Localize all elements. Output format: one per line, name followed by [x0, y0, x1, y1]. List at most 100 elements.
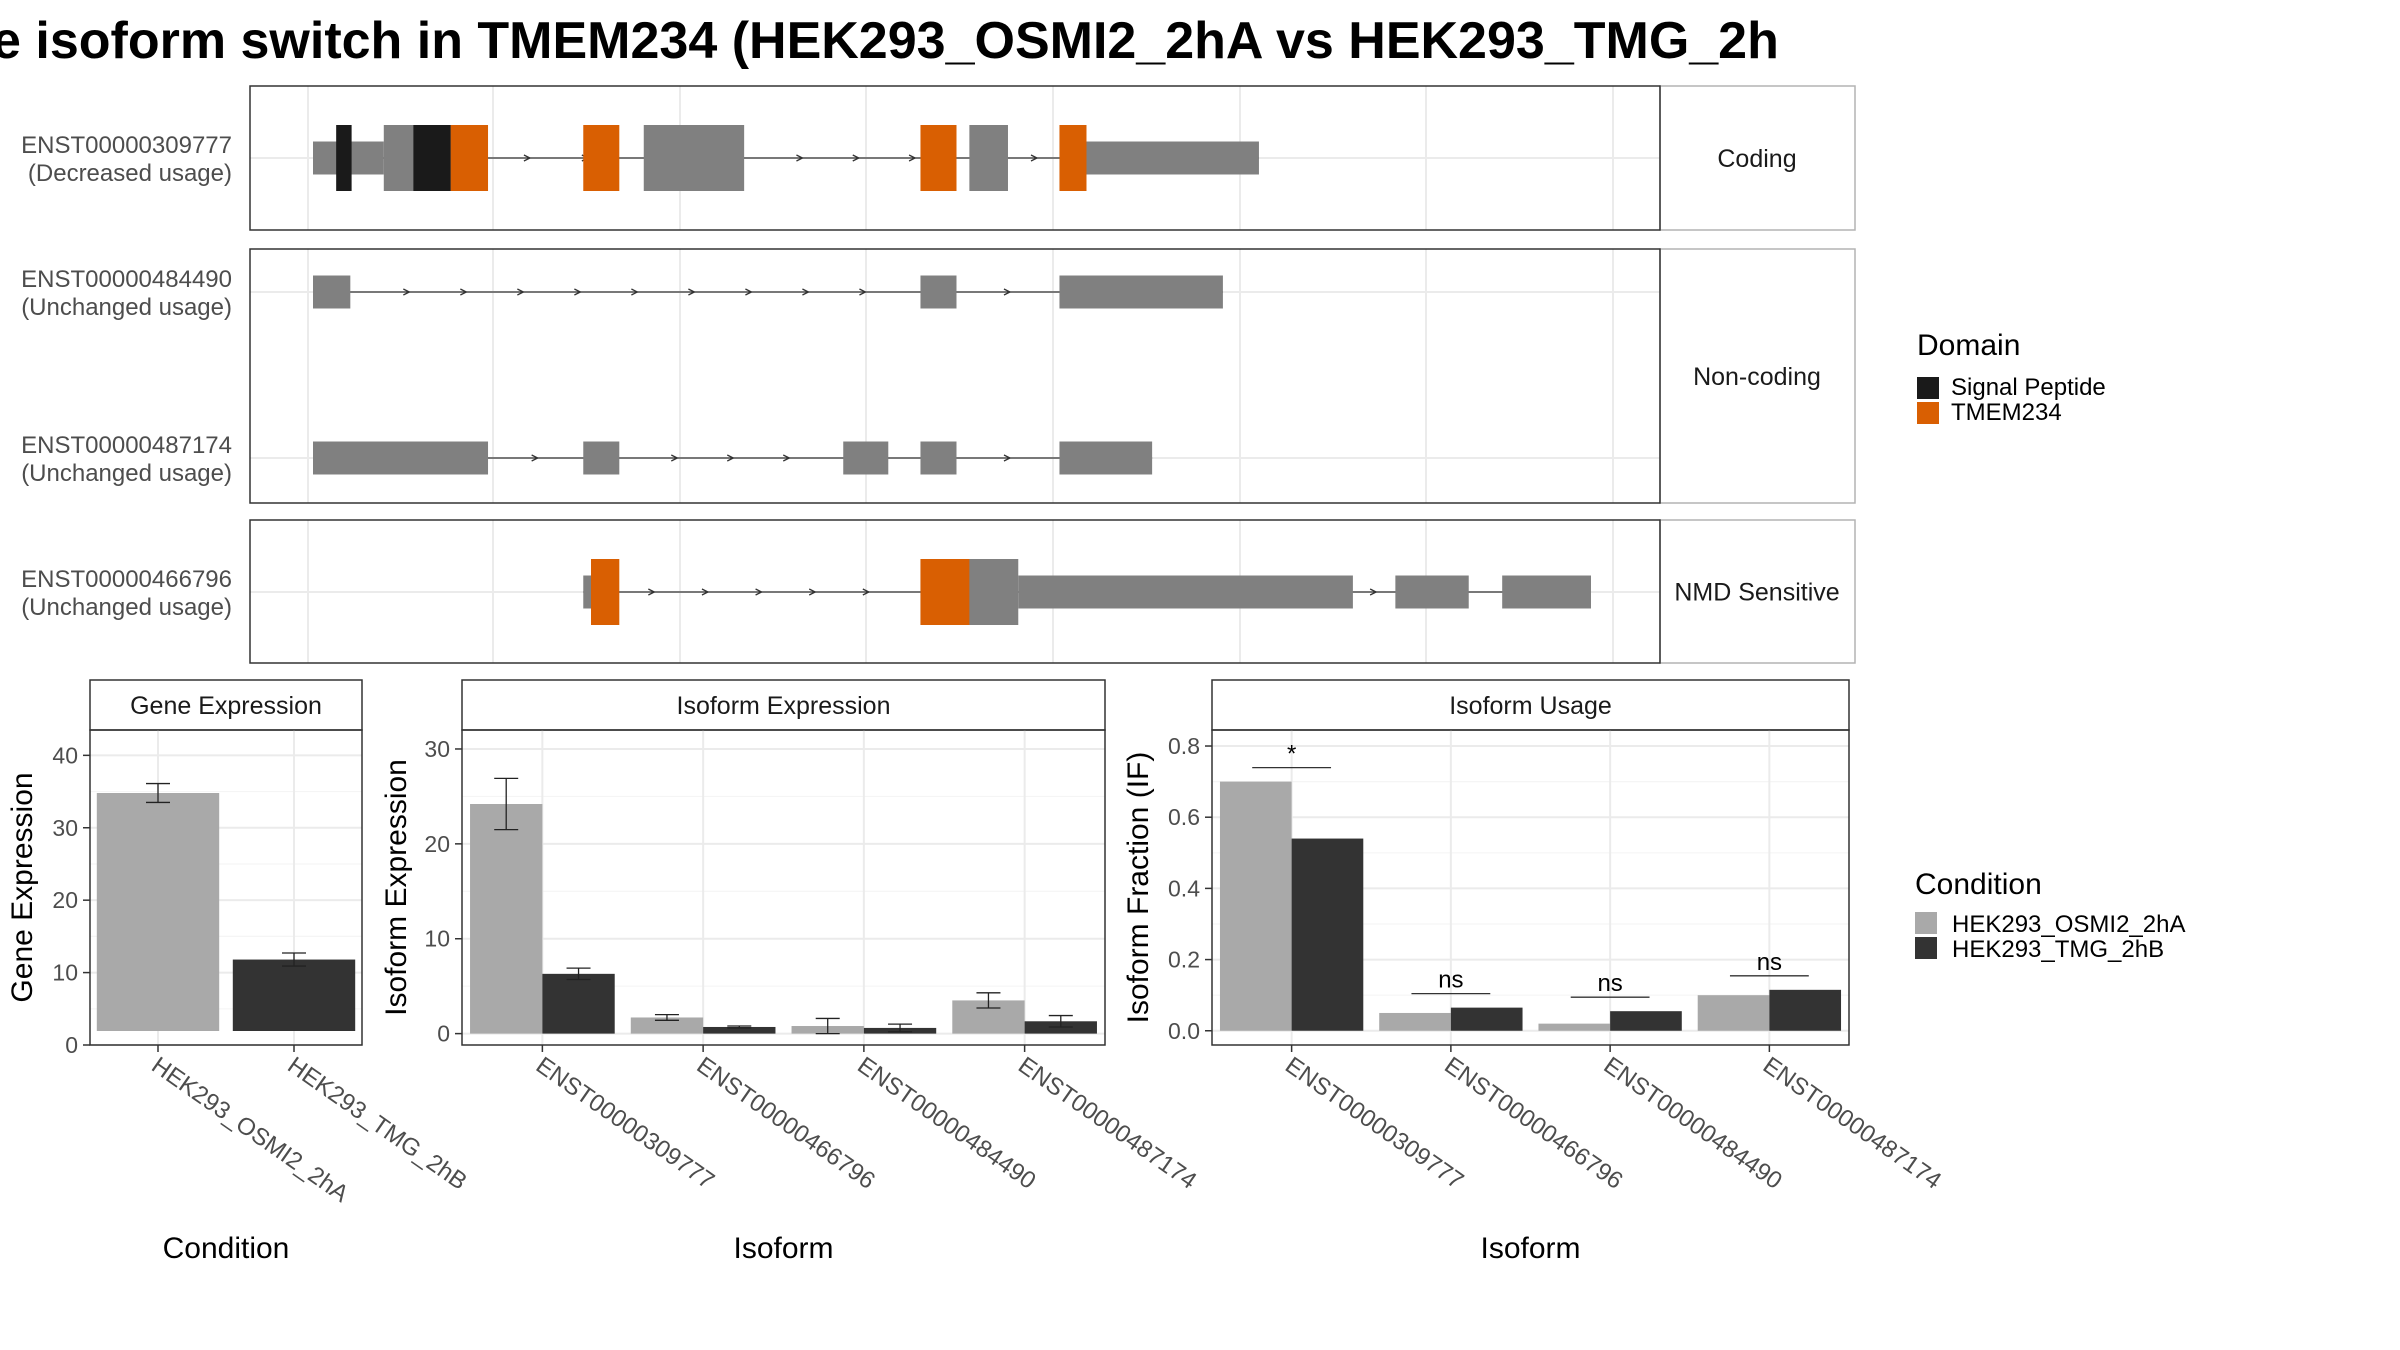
plot-border	[461, 729, 1106, 1046]
y-tick-label: 0.4	[1168, 875, 1200, 901]
panel-strip	[1659, 85, 1856, 231]
tmem234-domain	[450, 125, 489, 191]
domain-legend-title: Domain	[1917, 329, 2020, 362]
bar	[1450, 1007, 1523, 1031]
intron-arrow	[862, 588, 871, 596]
figure-title: e isoform switch in TMEM234 (HEK293_OSMI…	[0, 12, 1779, 70]
panel-strip-label: Non-coding	[1693, 363, 1821, 391]
intron-arrow	[1003, 288, 1012, 296]
bar-hek293-tmg-2hb	[232, 959, 356, 1031]
bar	[1610, 1011, 1682, 1031]
x-axis-title: Isoform	[1480, 1232, 1580, 1265]
y-axis-title: Isoform Expression	[380, 759, 413, 1016]
exon	[1018, 575, 1353, 609]
condition-a-swatch	[1915, 912, 1937, 934]
signal-peptide-swatch	[1917, 377, 1939, 399]
exon	[843, 441, 889, 475]
tmem234-domain	[1059, 125, 1087, 191]
condition-a-legend-label: HEK293_OSMI2_2hA	[1952, 911, 2185, 938]
intron-arrow	[531, 454, 540, 462]
exon	[313, 275, 351, 309]
chart-2: Isoform Expression 0 10 20 30 ENST00000309777…	[380, 679, 1201, 1265]
y-tick-label: 0	[65, 1032, 78, 1058]
transcript-structure-plot: Coding ENST00000309777(Decreased usage) No…	[21, 85, 1856, 664]
transcript-usage-label: (Unchanged usage)	[21, 594, 232, 621]
bar	[1697, 995, 1770, 1031]
intron-arrow	[755, 588, 764, 596]
intron-arrow	[1369, 588, 1378, 596]
y-tick-label: 0	[437, 1021, 450, 1047]
intron-arrow	[782, 454, 791, 462]
panel-strip	[1659, 519, 1856, 664]
chart-title: Isoform Usage	[1449, 692, 1612, 720]
structure-panel-border	[249, 248, 1661, 504]
x-axis-title: Condition	[163, 1232, 290, 1265]
intron-arrow	[908, 154, 917, 162]
y-axis-title: Gene Expression	[6, 772, 39, 1002]
bar	[470, 804, 543, 1034]
chart-strip	[1211, 679, 1850, 731]
tmem234-domain	[920, 559, 970, 625]
bar	[1291, 838, 1364, 1031]
y-axis-title: Isoform Fraction (IF)	[1122, 752, 1155, 1024]
condition-b-swatch	[1915, 937, 1937, 959]
chart-title: Isoform Expression	[677, 692, 891, 720]
exon	[583, 441, 620, 475]
intron-arrow	[574, 288, 582, 296]
intron-arrow	[796, 154, 804, 162]
intron-arrow	[1030, 154, 1039, 162]
transcript-usage-label: (Unchanged usage)	[21, 460, 232, 487]
x-axis-title: Isoform	[733, 1232, 833, 1265]
intron-arrow	[688, 288, 696, 296]
transcript-usage-label: (Unchanged usage)	[21, 294, 232, 321]
bar	[703, 1026, 776, 1034]
x-tick-label: ENST00000487174	[1013, 1052, 1201, 1195]
intron-arrow	[403, 288, 411, 296]
y-tick-label: 0.2	[1168, 947, 1200, 973]
y-tick-label: 0.0	[1168, 1018, 1200, 1044]
y-tick-label: 20	[424, 831, 450, 857]
significance-label: *	[1287, 741, 1296, 768]
bar-hek293-osmi2-2ha	[96, 793, 220, 1031]
domain-legend: Domain Signal Peptide TMEM234	[1917, 329, 2106, 426]
chart-3: Isoform Usage*ns nsns0.00.20.40.60.8ENST0…	[1122, 679, 1946, 1265]
chart-title: Gene Expression	[130, 692, 322, 720]
significance-label: ns	[1438, 967, 1463, 994]
significance-label: ns	[1757, 949, 1782, 976]
signal-peptide-legend-label: Signal Peptide	[1951, 374, 2106, 401]
signal-peptide-domain	[336, 125, 352, 191]
y-tick-label: 40	[52, 742, 78, 768]
y-tick-label: 10	[52, 960, 78, 986]
tmem234-domain	[590, 559, 620, 625]
plot-border	[89, 729, 363, 1046]
tmem234-domain	[583, 125, 620, 191]
transcript-id-label: ENST00000487174	[21, 432, 232, 459]
structure-panel-border	[249, 519, 1661, 664]
exon	[313, 441, 489, 475]
intron-arrow	[523, 154, 532, 162]
y-tick-label: 0.6	[1168, 804, 1200, 830]
intron-arrow	[460, 288, 468, 296]
x-tick-label: ENST00000484490	[852, 1052, 1040, 1195]
intron-arrow	[726, 454, 735, 462]
intron-arrow	[671, 454, 679, 462]
chart-1: Gene Expression010203040HEK293_OSMI2_2hA…	[6, 679, 472, 1265]
bar	[1769, 989, 1842, 1031]
bar	[1219, 781, 1292, 1031]
bar	[542, 973, 615, 1034]
x-tick-label: ENST00000309777	[531, 1052, 719, 1195]
intron-arrow	[517, 288, 525, 296]
tmem234-legend-label: TMEM234	[1951, 399, 2062, 426]
condition-legend: Condition HEK293_OSMI2_2hA HEK293_TMG_2h…	[1915, 868, 2185, 963]
exon	[1502, 575, 1591, 609]
bar	[630, 1017, 704, 1034]
transcript-id-label: ENST00000309777	[21, 132, 232, 159]
signal-peptide-domain	[413, 125, 451, 191]
y-tick-label: 20	[52, 887, 78, 913]
bar	[1379, 1012, 1451, 1031]
y-tick-label: 10	[424, 926, 450, 952]
exon	[920, 275, 957, 309]
y-tick-label: 0.8	[1168, 733, 1200, 759]
intron-arrow	[852, 154, 861, 162]
